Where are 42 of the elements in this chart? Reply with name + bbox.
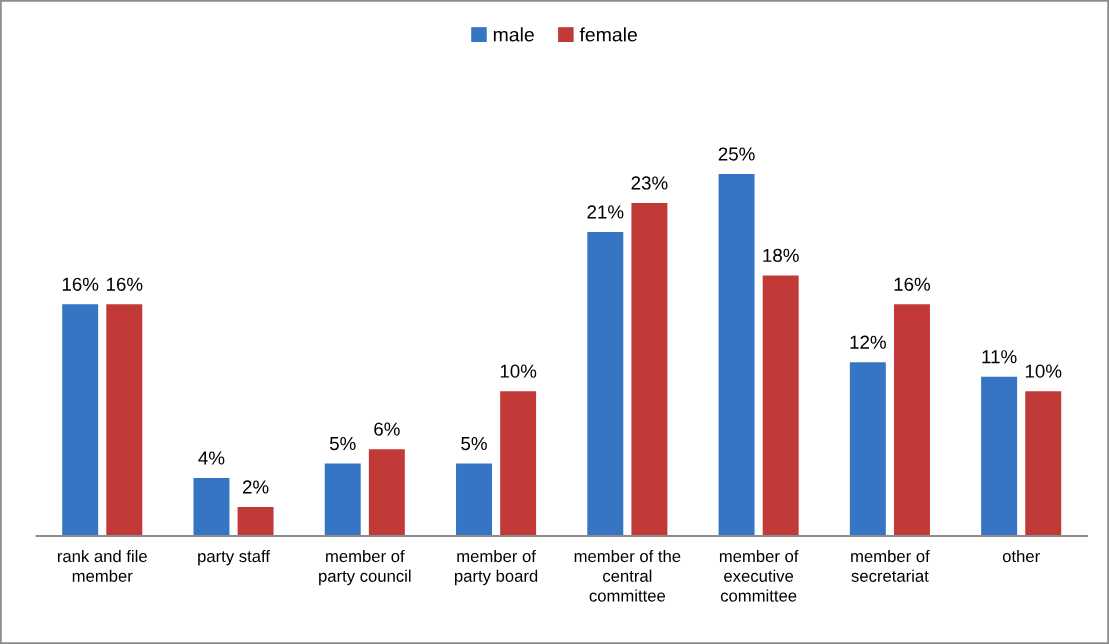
x-tick-label: member of party council [319,549,411,586]
data-label: 4% [198,451,225,465]
bar [849,362,886,536]
x-tick-label: member of the central committee [574,549,681,602]
data-label: 6% [374,422,400,436]
x-tick-label: member of party board [454,549,538,586]
legend-label: male [493,27,534,42]
x-tick-label: other [1002,549,1040,563]
data-label: 16% [106,277,143,291]
bar [1025,391,1062,536]
data-label: 12% [850,335,886,349]
data-label: 18% [763,248,799,262]
bar [981,376,1018,536]
data-label: 16% [894,277,931,291]
bar [324,463,361,536]
legend-label: female [579,27,637,42]
x-tick-label: party staff [198,549,270,566]
bar [762,275,799,536]
bar [893,304,930,536]
bar [500,391,537,536]
data-label: 5% [329,436,356,451]
bar [62,304,99,536]
data-label: 16% [62,277,99,291]
data-label: 10% [1025,364,1062,378]
x-tick-label: member of executive committee [719,549,799,602]
bar [237,507,274,536]
bar [718,174,755,536]
data-label: 11% [982,350,1017,364]
bar [587,231,624,536]
data-label: 10% [500,364,537,378]
bar [193,478,230,536]
data-label: 21% [587,205,624,219]
data-label: 25% [718,147,755,161]
bar [368,449,405,536]
bar [456,463,492,536]
data-label: 23% [631,176,668,190]
bar [106,304,143,536]
data-label: 5% [461,436,487,451]
x-tick-label: member of secretariat [851,549,930,582]
bar [631,203,668,536]
x-tick-label: rank and file member [57,549,147,582]
data-label: 2% [242,480,269,494]
